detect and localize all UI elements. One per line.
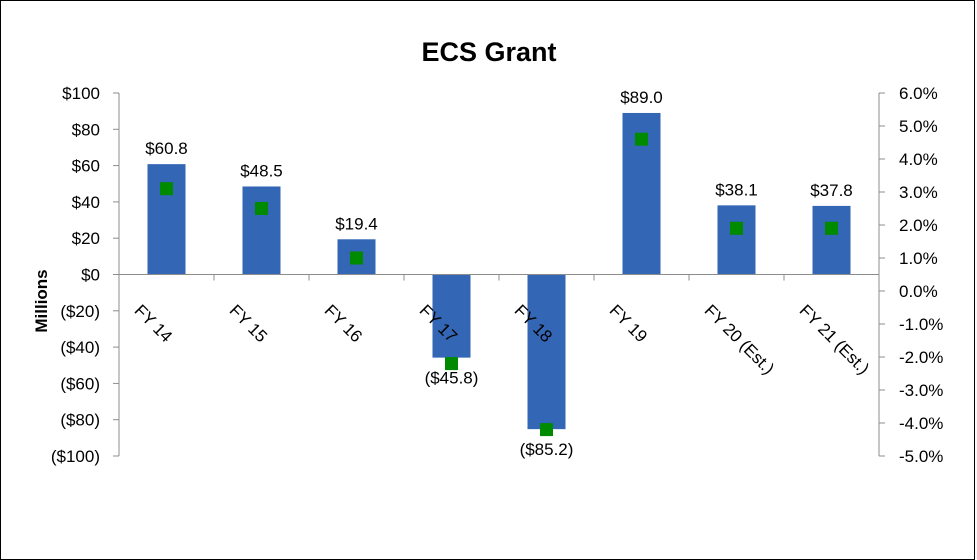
y-axis-left-ticks: $100 $80 $60 $40 $20 $0 ($20) ($40) ($60) ($80) ($… <box>51 84 119 466</box>
x-axis-ticks <box>118 274 880 281</box>
y-tick-label: ($40) <box>60 338 100 357</box>
y2-tick-label: -4.0% <box>899 414 943 433</box>
bar <box>432 274 471 358</box>
y-tick-label: $40 <box>72 193 100 212</box>
y2-tick-label: 0.0% <box>899 282 938 301</box>
bar-data-label: ($45.8) <box>425 369 479 388</box>
y-tick-label: $100 <box>62 84 100 103</box>
y-axis-label: Millions <box>32 269 51 332</box>
y2-tick-label: 2.0% <box>899 216 938 235</box>
bar-data-label: $60.8 <box>145 139 188 158</box>
percent-marker <box>445 357 458 371</box>
y2-tick-label: 4.0% <box>899 150 938 169</box>
y2-axis-ticks: 6.0% 5.0% 4.0% 3.0% 2.0% 1.0% 0.0% -1.0% -2.0% -3… <box>879 84 943 466</box>
percent-marker <box>350 251 363 265</box>
y-tick-label: $0 <box>81 266 100 285</box>
chart-title: ECS Grant <box>421 37 556 67</box>
bar-series <box>147 112 851 430</box>
data-labels: $60.8 $48.5 $19.4 ($45.8) ($85.2) $89.0 $38.1 $… <box>145 88 853 459</box>
x-tick-label: FY 16 <box>321 301 366 346</box>
y2-tick-label: 3.0% <box>899 183 938 202</box>
bar-data-label: $37.8 <box>810 181 853 200</box>
percent-marker <box>540 423 553 437</box>
bar <box>717 205 756 275</box>
y2-tick-label: -5.0% <box>899 447 943 466</box>
percent-marker <box>730 221 743 235</box>
y2-tick-label: -2.0% <box>899 348 943 367</box>
x-axis-labels: FY 14 FY 15 FY 16 FY 17 FY 18 FY 19 FY 20 (Est… <box>131 301 873 378</box>
bar <box>147 164 186 275</box>
x-tick-label: FY 19 <box>606 301 651 346</box>
x-tick-label: FY 15 <box>226 301 271 346</box>
bar-data-label: $48.5 <box>240 161 283 180</box>
marker-series <box>160 132 838 437</box>
chart-canvas: ECS Grant Millions $100 $80 $60 $40 $20 $0 ($2… <box>32 37 943 466</box>
bar-data-label: $38.1 <box>715 180 758 199</box>
y2-tick-label: -3.0% <box>899 381 943 400</box>
percent-marker <box>635 132 648 146</box>
y2-tick-label: 6.0% <box>899 84 938 103</box>
y2-tick-label: 5.0% <box>899 117 938 136</box>
bar-data-label: $19.4 <box>335 214 378 233</box>
percent-marker <box>255 202 268 215</box>
y2-tick-label: 1.0% <box>899 249 938 268</box>
percent-marker <box>825 221 838 235</box>
percent-marker <box>160 182 173 196</box>
y-tick-label: ($60) <box>60 374 100 393</box>
y-tick-label: $60 <box>72 157 100 176</box>
bar-data-label: $89.0 <box>620 88 663 107</box>
bar <box>242 186 281 275</box>
y-tick-label: $80 <box>72 120 100 139</box>
y-tick-label: $20 <box>72 229 100 248</box>
bar <box>527 274 566 430</box>
x-tick-label: FY 14 <box>131 301 176 346</box>
y2-tick-label: -1.0% <box>899 315 943 334</box>
bar <box>812 205 851 275</box>
y-tick-label: ($80) <box>60 411 100 430</box>
x-tick-label: FY 20 (Est.) <box>701 301 778 378</box>
bar-data-label: ($85.2) <box>520 440 574 459</box>
x-tick-label: FY 21 (Est.) <box>796 301 873 378</box>
y-tick-label: ($20) <box>60 302 100 321</box>
y-tick-label: ($100) <box>51 447 100 466</box>
